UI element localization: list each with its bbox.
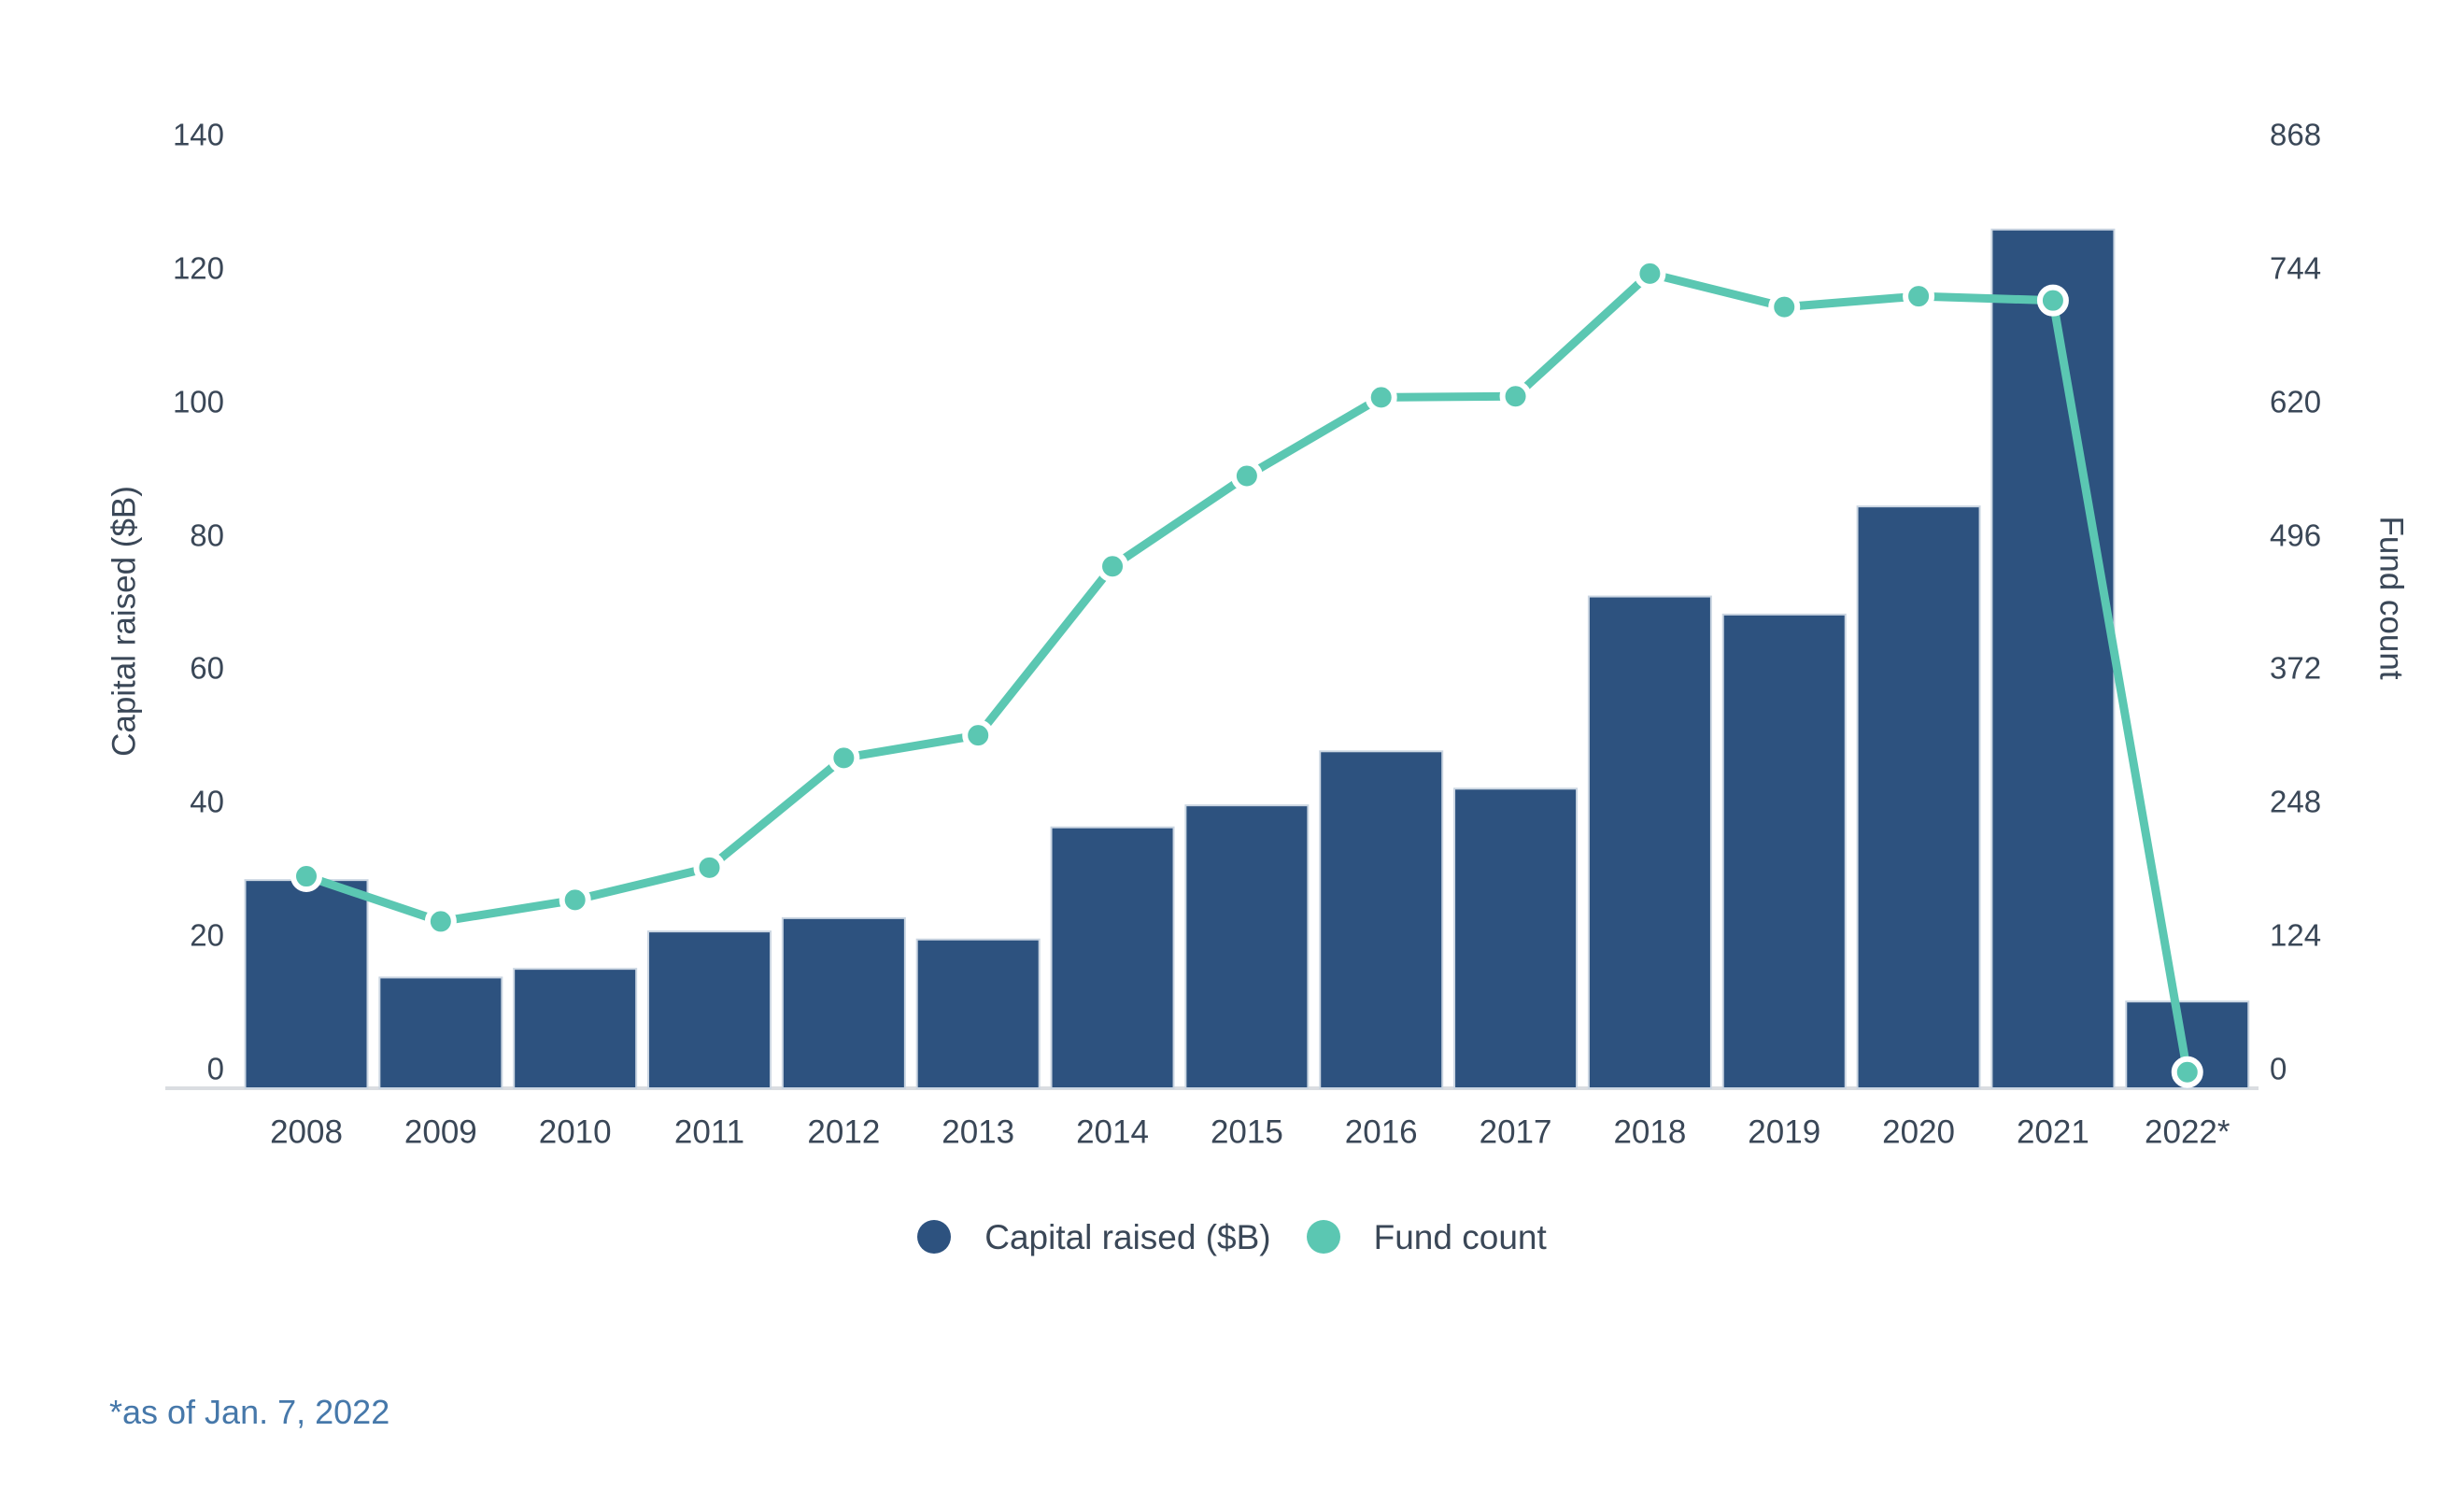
- x-axis-label-2015: 2015: [1210, 1113, 1283, 1151]
- fund-count-marker-2020[interactable]: [1903, 280, 1935, 313]
- bar-2015[interactable]: [1184, 804, 1310, 1090]
- bar-2016[interactable]: [1319, 750, 1444, 1089]
- x-axis-label-2008: 2008: [270, 1113, 343, 1151]
- fund-count-marker-2015[interactable]: [1230, 460, 1263, 492]
- fund-count-marker-2008[interactable]: [290, 860, 322, 893]
- fund-count-marker-2022*[interactable]: [2171, 1056, 2203, 1088]
- x-axis-label-2017: 2017: [1479, 1113, 1552, 1151]
- legend: Capital raised ($B) Fund count: [0, 1207, 2464, 1267]
- x-axis-label-2016: 2016: [1344, 1113, 1418, 1151]
- bar-2013[interactable]: [915, 938, 1041, 1090]
- bar-2021[interactable]: [1990, 228, 2116, 1089]
- fund-count-marker-2018[interactable]: [1634, 257, 1666, 290]
- y-axis-left-tick-0: 0: [206, 1051, 224, 1086]
- legend-label-fund-count: Fund count: [1373, 1217, 1547, 1256]
- y-axis-right-tick-124: 124: [2270, 917, 2322, 953]
- bar-2010[interactable]: [513, 968, 638, 1089]
- x-axis-label-2018: 2018: [1613, 1113, 1687, 1151]
- fund-count-marker-2014[interactable]: [1097, 550, 1129, 583]
- bar-2008[interactable]: [244, 879, 369, 1090]
- x-axis-label-2022*: 2022*: [2145, 1113, 2230, 1151]
- y-axis-left-tick-40: 40: [190, 784, 224, 819]
- bar-2017[interactable]: [1453, 787, 1579, 1089]
- fund-count-marker-2010[interactable]: [559, 884, 591, 916]
- bar-2019[interactable]: [1721, 613, 1847, 1089]
- fund-count-marker-2011[interactable]: [693, 851, 726, 884]
- x-axis-label-2010: 2010: [538, 1113, 612, 1151]
- y-axis-left-tick-80: 80: [190, 518, 224, 553]
- x-axis-label-2012: 2012: [807, 1113, 881, 1151]
- bar-2020[interactable]: [1856, 505, 1981, 1089]
- y-axis-left-tick-20: 20: [190, 917, 224, 953]
- fund-count-marker-2017[interactable]: [1499, 380, 1532, 413]
- fund-count-marker-2019[interactable]: [1768, 291, 1801, 323]
- y-axis-right-tick-620: 620: [2270, 384, 2322, 419]
- legend-swatch-capital-raised: [917, 1220, 952, 1254]
- fund-count-marker-2016[interactable]: [1365, 381, 1397, 414]
- bar-2018[interactable]: [1587, 595, 1712, 1089]
- y-axis-left-tick-140: 140: [172, 117, 224, 152]
- legend-label-capital-raised: Capital raised ($B): [984, 1217, 1271, 1256]
- y-axis-right-tick-0: 0: [2270, 1051, 2287, 1086]
- bar-2014[interactable]: [1050, 826, 1175, 1089]
- y-axis-right-tick-868: 868: [2270, 117, 2322, 152]
- x-axis-label-2013: 2013: [942, 1113, 1015, 1151]
- bar-2012[interactable]: [781, 916, 906, 1089]
- bar-2009[interactable]: [378, 976, 503, 1090]
- y-axis-right-tick-496: 496: [2270, 518, 2322, 553]
- y-axis-left-tick-120: 120: [172, 250, 224, 286]
- footnote: *as of Jan. 7, 2022: [109, 1393, 390, 1431]
- y-axis-title-left: Capital raised ($B): [106, 486, 143, 757]
- x-axis-label-2020: 2020: [1882, 1113, 1956, 1151]
- x-axis-label-2009: 2009: [404, 1113, 477, 1151]
- legend-item-capital-raised: Capital raised ($B): [917, 1217, 1271, 1256]
- bar-2011[interactable]: [647, 930, 772, 1090]
- x-axis-label-2021: 2021: [2016, 1113, 2089, 1151]
- fund-count-marker-2009[interactable]: [424, 905, 457, 938]
- x-axis-label-2011: 2011: [673, 1113, 745, 1151]
- fund-count-marker-2013[interactable]: [962, 719, 995, 752]
- fund-count-marker-2012[interactable]: [828, 742, 860, 774]
- y-axis-right-tick-248: 248: [2270, 784, 2322, 819]
- y-axis-title-right: Fund count: [2372, 516, 2410, 680]
- y-axis-right-tick-744: 744: [2270, 250, 2322, 286]
- y-axis-left-tick-60: 60: [190, 650, 224, 686]
- legend-swatch-fund-count: [1306, 1220, 1340, 1254]
- legend-item-fund-count: Fund count: [1306, 1217, 1547, 1256]
- x-axis-label-2014: 2014: [1076, 1113, 1149, 1151]
- y-axis-right-tick-372: 372: [2270, 650, 2322, 686]
- x-axis-label-2019: 2019: [1748, 1113, 1821, 1151]
- fund-count-marker-2021[interactable]: [2036, 284, 2069, 317]
- y-axis-left-tick-100: 100: [172, 384, 224, 419]
